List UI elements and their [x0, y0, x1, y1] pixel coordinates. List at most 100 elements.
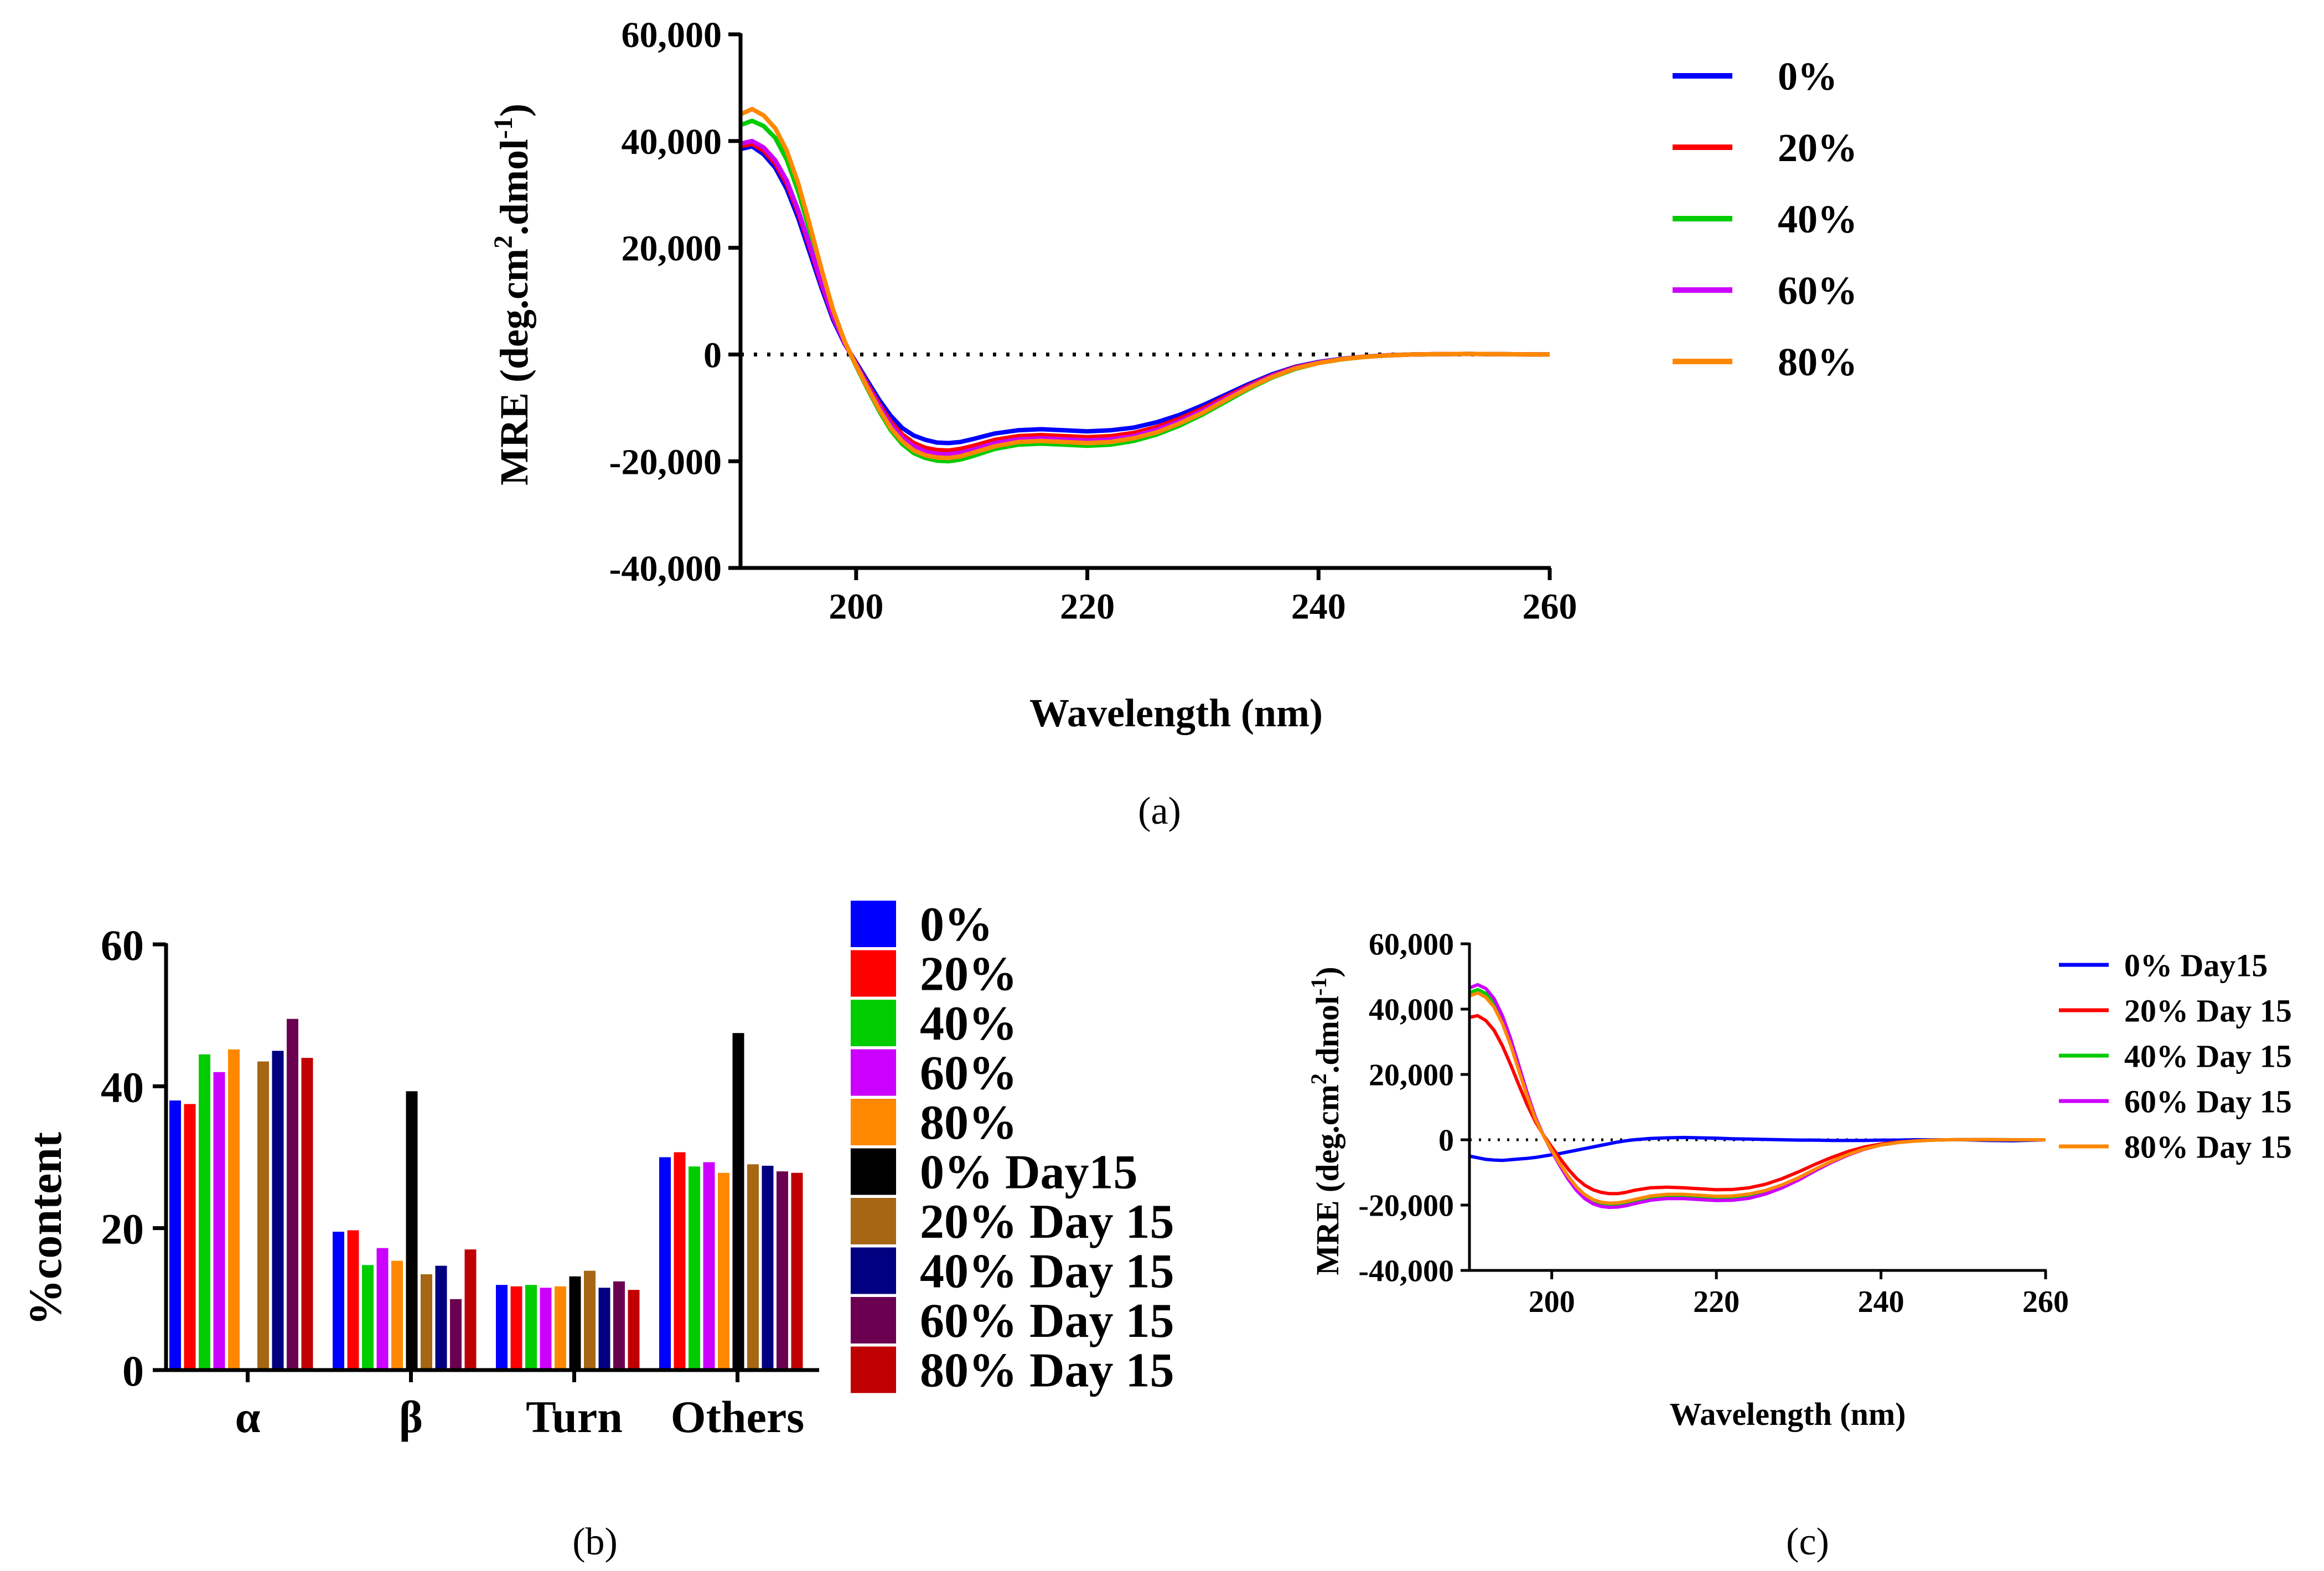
panel-b-bar-80-day-15-3: [628, 1290, 640, 1370]
panel-c-x-tick-label: 260: [2022, 1285, 2069, 1319]
panel-b-legend-swatch-40-day-15: [851, 1247, 896, 1294]
panel-a-series-line-60: [740, 138, 1550, 457]
panel-b-bar-20-day-15-4: [747, 1164, 759, 1370]
panel-a-series-lines: [739, 107, 1550, 464]
panel-a-x-tick-label: 240: [1291, 586, 1346, 627]
panel-b-legend-swatch-20-day-15: [851, 1198, 896, 1244]
panel-b-bar-0-day15-3: [569, 1276, 581, 1370]
panel-b-bars: [169, 1019, 803, 1371]
panel-b-bar-40-2: [362, 1265, 374, 1370]
panel-c-legend: 0% Day15 20% Day 15 40% Day 15 60% Day 15 80…: [2059, 947, 2292, 1165]
panel-b-legend-swatch-80: [851, 1099, 896, 1145]
panel-b-bar-40-day-15-4: [762, 1165, 774, 1370]
panel-a-y-axis-title: MRE (deg.cm2.dmol-1): [489, 104, 536, 485]
panel-a-x-tick-label: 200: [829, 586, 883, 627]
panel-a-y-tick-label: 40,000: [622, 122, 722, 162]
panel-a-y-tick-label: -20,000: [609, 442, 722, 482]
panel-b-category-label-1: α: [235, 1392, 261, 1442]
panel-b-legend-swatch-0-day15: [851, 1148, 896, 1195]
panel-c-chart: -40,000 -20,000 0 20,000 40,000 60,000 200 220 2…: [1306, 928, 2292, 1432]
panel-c-y-tick-label: -40,000: [1358, 1254, 1454, 1289]
panel-c-x-axis-title: Wavelength (nm): [1670, 1396, 1906, 1432]
panel-b-category-label-3: Turn: [526, 1392, 623, 1442]
panel-c-y-tick-label: 0: [1438, 1124, 1454, 1158]
panel-b-bar-80-day-15-1: [301, 1058, 313, 1370]
panel-a-series-line-40: [739, 118, 1550, 464]
panel-b-bar-60-1: [213, 1072, 225, 1370]
panel-b-bar-80-day-15-4: [791, 1172, 803, 1370]
panel-b-legend-label-0: 0%: [920, 898, 993, 952]
panel-b-bar-20-4: [674, 1152, 686, 1370]
panel-b-axes: [164, 943, 819, 1372]
panel-a-x-axis-title: Wavelength (nm): [1029, 691, 1323, 735]
panel-b-bar-0-2: [333, 1232, 344, 1370]
panel-b-label: (b): [572, 1521, 618, 1563]
panel-b-bar-0-day15-2: [406, 1091, 418, 1370]
panel-b-bar-40-3: [525, 1285, 537, 1370]
panel-b-y-axis-title: %content: [20, 1132, 71, 1326]
panel-b-legend-label-40: 40%: [920, 997, 1017, 1051]
panel-b-legend-swatch-80-day-15: [851, 1346, 896, 1393]
panel-c-series-line-40-day-15: [1468, 988, 2046, 1207]
panel-c-axes: [1468, 943, 2047, 1272]
panel-c-legend-label-40-day-15: 40% Day 15: [2124, 1038, 2292, 1074]
panel-c-legend-label-80-day-15: 80% Day 15: [2124, 1129, 2292, 1165]
panel-a-series-line-0: [740, 144, 1550, 446]
panel-b-ticks: 0 20 40 60 α β Turn Others: [101, 921, 804, 1442]
panel-b-bar-60-4: [703, 1162, 715, 1370]
panel-c-series-line-20-day-15: [1469, 1014, 2046, 1196]
panel-b-bar-20-1: [184, 1104, 196, 1370]
panel-c-legend-label-0-day15: 0% Day15: [2124, 947, 2268, 983]
panel-b-y-tick-label: 40: [101, 1063, 144, 1111]
panel-b-y-tick-label: 20: [101, 1205, 144, 1253]
panel-c-y-tick-label: -20,000: [1358, 1189, 1454, 1223]
panel-b-bar-20-day-15-3: [584, 1270, 596, 1370]
panel-a-y-tick-label: 20,000: [622, 229, 722, 269]
panel-b-bar-80-3: [555, 1286, 566, 1370]
panel-c-legend-label-20-day-15: 20% Day 15: [2124, 993, 2292, 1029]
panel-a-axes: [738, 33, 1551, 570]
panel-a-y-tick-label: -40,000: [609, 549, 722, 589]
panel-b-bar-60-day-15-3: [613, 1281, 625, 1370]
panel-c-y-tick-label: 40,000: [1369, 993, 1454, 1027]
panel-b-y-tick-label: 0: [122, 1347, 144, 1395]
panel-b-bar-60-2: [376, 1248, 389, 1370]
panel-b-bar-0-day15-4: [732, 1033, 744, 1370]
panel-b-bar-0-1: [169, 1100, 181, 1370]
panel-c-x-tick-label: 220: [1693, 1285, 1740, 1319]
panel-a-series-line-80: [739, 107, 1550, 461]
panel-b-y-tick-label: 60: [101, 921, 144, 969]
panel-c-x-tick-label: 240: [1858, 1285, 1904, 1319]
panel-a-legend: 0% 20% 40% 60% 80%: [1673, 54, 1857, 384]
panel-b-bar-80-2: [391, 1260, 403, 1370]
panel-b-legend-label-0-day15: 0% Day15: [920, 1146, 1138, 1200]
panel-c-y-tick-label: 60,000: [1369, 928, 1454, 962]
panel-c-label: (c): [1786, 1521, 1829, 1563]
panel-c-x-tick-label: 200: [1529, 1285, 1575, 1319]
panel-a-legend-label-40: 40%: [1778, 197, 1857, 241]
panel-b-legend-label-40-day-15: 40% Day 15: [920, 1245, 1174, 1299]
panel-b-bar-0-3: [496, 1285, 508, 1370]
panel-b-bar-60-day-15-1: [287, 1019, 298, 1370]
panel-c-series-line-0-day15: [1469, 1135, 2046, 1162]
panel-a-legend-label-80: 80%: [1778, 340, 1857, 384]
panel-b-legend-label-20-day-15: 20% Day 15: [920, 1195, 1174, 1249]
panel-a-series-line-20: [740, 141, 1550, 453]
panel-b-bar-40-1: [199, 1054, 210, 1370]
panel-c-series-line-80-day-15: [1468, 991, 2046, 1205]
panel-c-y-tick-label: 20,000: [1369, 1058, 1454, 1093]
panel-b-legend-swatch-0: [851, 901, 896, 947]
panel-b-bar-80-4: [718, 1172, 729, 1370]
panel-b-legend-swatch-40: [851, 1000, 896, 1046]
panel-c-legend-label-60-day-15: 60% Day 15: [2124, 1083, 2292, 1119]
panel-b-bar-40-4: [689, 1166, 700, 1370]
panel-c-ticks: -40,000 -20,000 0 20,000 40,000 60,000 200 220 2…: [1358, 928, 2069, 1319]
panel-b-legend-label-60: 60%: [920, 1047, 1017, 1100]
panel-b-bar-20-2: [347, 1230, 359, 1370]
panel-a-legend-label-20: 20%: [1778, 126, 1857, 170]
panel-b-legend-label-60-day-15: 60% Day 15: [920, 1294, 1174, 1348]
panel-b-bar-0-4: [659, 1157, 671, 1370]
